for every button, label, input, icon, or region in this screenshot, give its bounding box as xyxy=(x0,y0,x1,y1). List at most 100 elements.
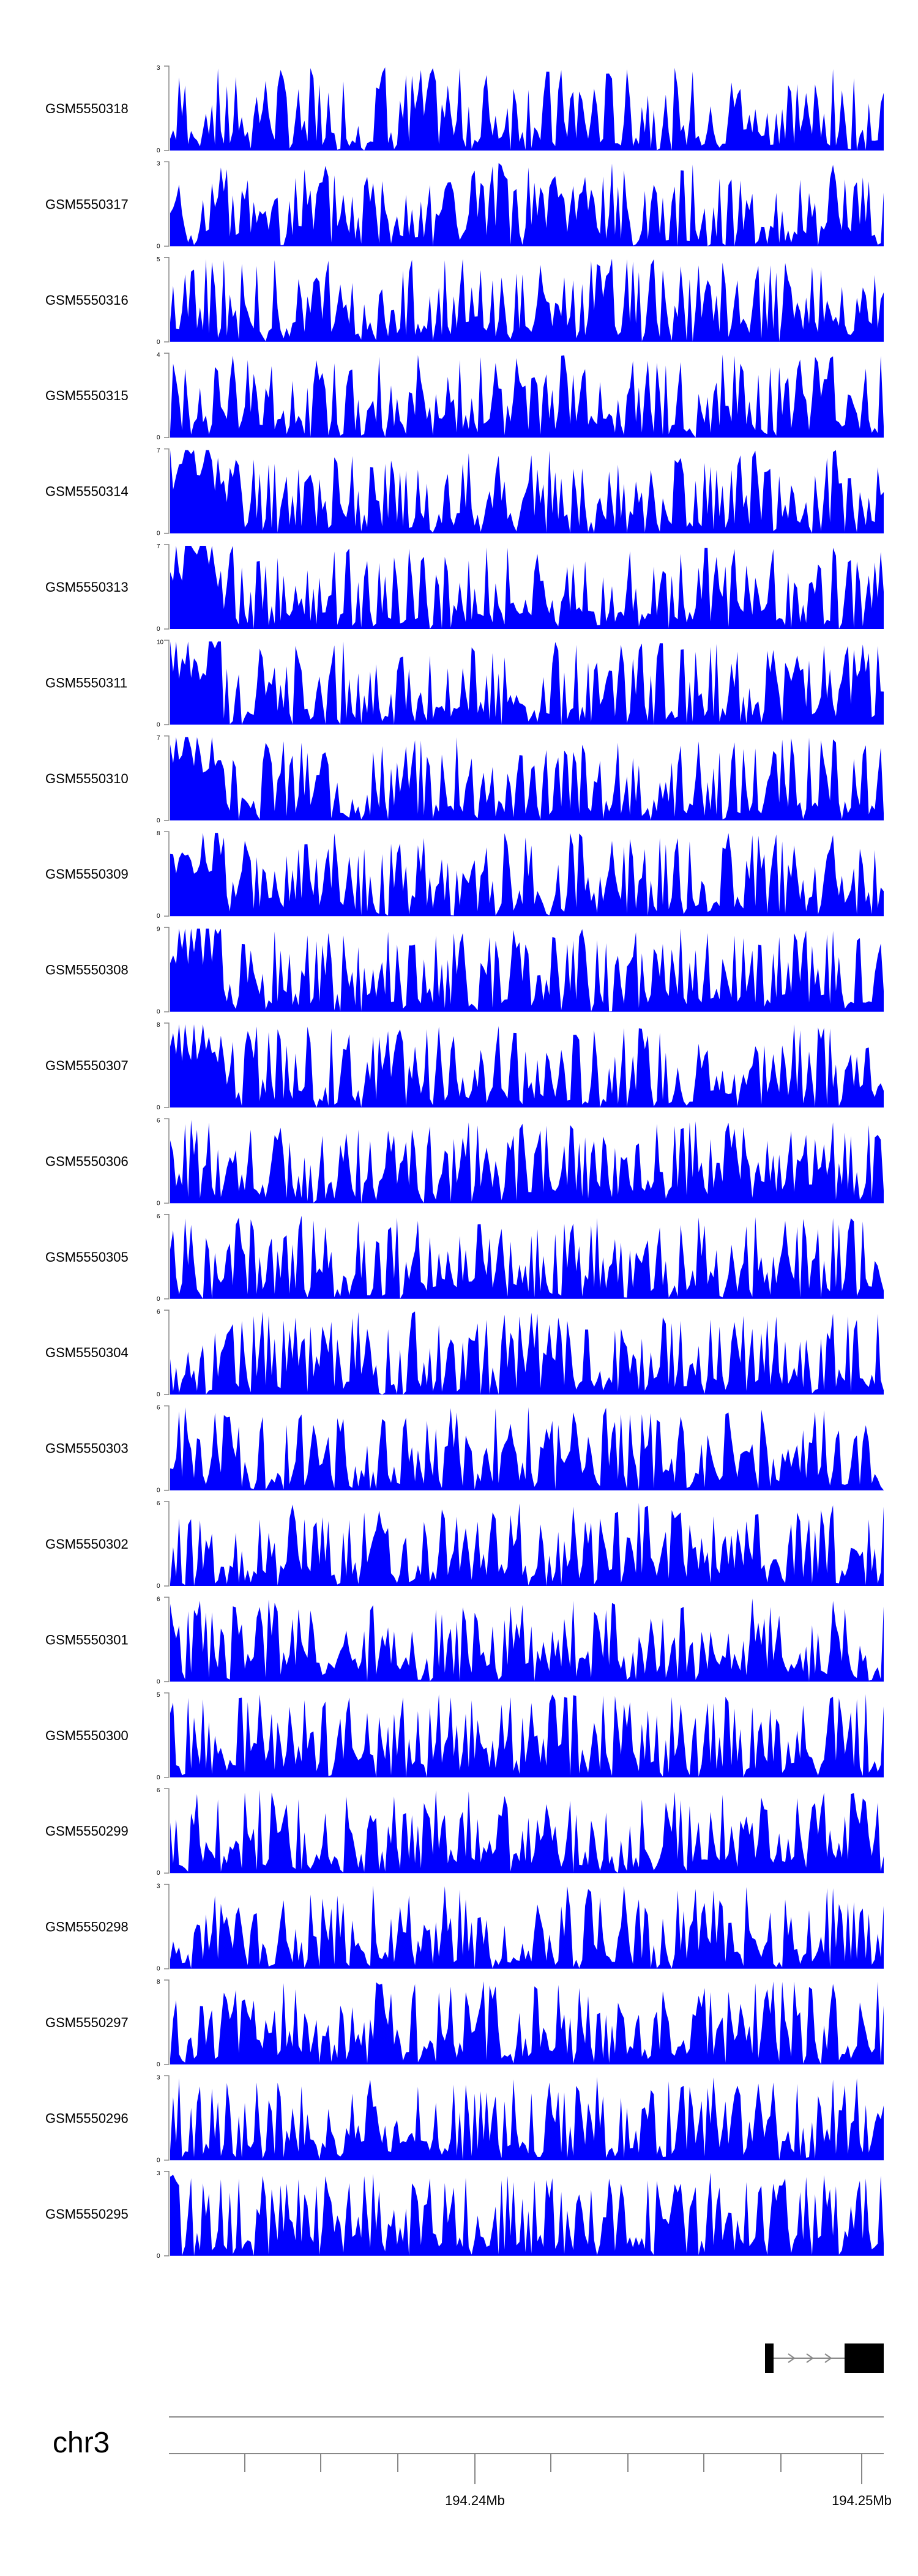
track-label: GSM5550301 xyxy=(45,1632,129,1647)
track-ymin-label: 0 xyxy=(157,721,160,728)
coverage-area xyxy=(170,354,884,438)
track-ymax-label: 5 xyxy=(157,256,160,263)
track-label: GSM5550310 xyxy=(45,771,129,786)
track-GSM5550306: GSM5550306 6 0 xyxy=(45,1117,884,1207)
track-label: GSM5550306 xyxy=(45,1153,129,1169)
track-label: GSM5550309 xyxy=(45,866,129,882)
coverage-area xyxy=(170,258,884,342)
track-ymin-label: 0 xyxy=(157,1870,160,1877)
track-ymax-label: 8 xyxy=(157,1979,160,1986)
track-label: GSM5550299 xyxy=(45,1823,129,1839)
track-y-axis xyxy=(164,1022,170,1108)
track-ymin-label: 0 xyxy=(157,1104,160,1111)
track-ymax-label: 3 xyxy=(157,2074,160,2081)
track-ymax-label: 3 xyxy=(157,160,160,167)
track-ymin-label: 0 xyxy=(157,1296,160,1303)
track-ymax-label: 3 xyxy=(157,2170,160,2177)
track-ymax-label: 7 xyxy=(157,448,160,455)
track-y-axis xyxy=(164,831,170,917)
coverage-area xyxy=(170,1981,884,2064)
track-GSM5550303: GSM5550303 6 0 xyxy=(45,1405,884,1494)
coverage-area xyxy=(170,1120,884,1204)
track-ymin-label: 0 xyxy=(157,1583,160,1590)
track-label: GSM5550303 xyxy=(45,1441,129,1456)
track-y-axis xyxy=(164,926,170,1013)
track-GSM5550314: GSM5550314 7 0 xyxy=(45,448,884,537)
track-y-axis xyxy=(164,1596,170,1683)
coverage-area xyxy=(170,2077,884,2161)
track-label: GSM5550300 xyxy=(45,1728,129,1743)
tick-label-194-25mb: 194.25Mb xyxy=(832,2493,892,2508)
coverage-area xyxy=(170,1694,884,1778)
track-ymax-label: 7 xyxy=(157,735,160,742)
coverage-area xyxy=(170,1790,884,1874)
track-ymin-label: 0 xyxy=(157,817,160,824)
coverage-area xyxy=(170,1215,884,1299)
track-ymax-label: 7 xyxy=(157,543,160,550)
track-ymin-label: 0 xyxy=(157,2061,160,2068)
track-GSM5550307: GSM5550307 8 0 xyxy=(45,1022,884,1111)
track-GSM5550296: GSM5550296 3 0 xyxy=(45,2074,884,2164)
track-ymin-label: 0 xyxy=(157,243,160,250)
track-GSM5550299: GSM5550299 6 0 xyxy=(45,1787,884,1877)
track-ymin-label: 0 xyxy=(157,1200,160,1207)
track-ymin-label: 0 xyxy=(157,1009,160,1016)
coverage-area xyxy=(170,1311,884,1395)
track-ymax-label: 6 xyxy=(157,1117,160,1124)
track-GSM5550309: GSM5550309 8 0 xyxy=(45,830,884,920)
track-label: GSM5550313 xyxy=(45,579,129,595)
track-y-axis xyxy=(164,448,170,534)
track-label: GSM5550305 xyxy=(45,1249,129,1265)
axis-ticks xyxy=(244,2454,862,2484)
track-ymin-label: 0 xyxy=(157,1678,160,1685)
track-ymin-label: 0 xyxy=(157,1391,160,1398)
track-ymax-label: 9 xyxy=(157,926,160,933)
track-ymax-label: 6 xyxy=(157,1500,160,1507)
track-GSM5550301: GSM5550301 6 0 xyxy=(45,1596,884,1685)
track-label: GSM5550311 xyxy=(45,675,127,690)
track-GSM5550313: GSM5550313 7 0 xyxy=(45,543,884,633)
gene-exon-first xyxy=(765,2343,774,2373)
coverage-area xyxy=(170,2172,884,2256)
track-label: GSM5550316 xyxy=(45,292,129,308)
track-label: GSM5550296 xyxy=(45,2110,129,2126)
coverage-area xyxy=(170,546,884,629)
track-GSM5550300: GSM5550300 5 0 xyxy=(45,1692,884,1781)
track-y-axis xyxy=(164,2171,170,2257)
track-ymax-label: 6 xyxy=(157,1213,160,1220)
track-y-axis xyxy=(164,1309,170,1395)
track-y-axis xyxy=(164,2075,170,2161)
coverage-area xyxy=(170,1407,884,1491)
coverage-area xyxy=(170,737,884,821)
track-ymin-label: 0 xyxy=(157,1966,160,1973)
track-GSM5550318: GSM5550318 3 0 xyxy=(45,65,884,154)
coverage-area xyxy=(170,641,884,725)
track-ymax-label: 6 xyxy=(157,1787,160,1794)
track-ymax-label: 6 xyxy=(157,1309,160,1316)
genome-axis: chr3 194.24Mb 194.25Mb xyxy=(53,2416,892,2508)
track-label: GSM5550295 xyxy=(45,2206,129,2222)
track-y-axis xyxy=(164,1214,170,1300)
track-GSM5550297: GSM5550297 8 0 xyxy=(45,1979,884,2068)
track-ymax-label: 10 xyxy=(157,639,164,646)
signal-tracks: GSM555031830GSM555031730GSM555031650GSM5… xyxy=(45,65,884,2260)
coverage-area xyxy=(170,163,884,247)
track-ymin-label: 0 xyxy=(157,2253,160,2260)
coverage-area xyxy=(170,1598,884,1682)
track-ymin-label: 0 xyxy=(157,1774,160,1781)
coverage-area xyxy=(170,67,884,151)
track-label: GSM5550298 xyxy=(45,1919,129,1935)
track-y-axis xyxy=(164,1692,170,1778)
coverage-area xyxy=(170,450,884,534)
track-GSM5550310: GSM5550310 7 0 xyxy=(45,735,884,824)
track-label: GSM5550314 xyxy=(45,484,129,499)
track-y-axis xyxy=(164,1788,170,1874)
chromosome-label: chr3 xyxy=(53,2427,110,2459)
track-ymin-label: 0 xyxy=(157,434,160,441)
track-y-axis xyxy=(164,735,170,821)
track-GSM5550305: GSM5550305 6 0 xyxy=(45,1213,884,1303)
track-y-axis xyxy=(164,257,170,343)
track-label: GSM5550302 xyxy=(45,1536,129,1552)
track-y-axis xyxy=(164,1883,170,1970)
